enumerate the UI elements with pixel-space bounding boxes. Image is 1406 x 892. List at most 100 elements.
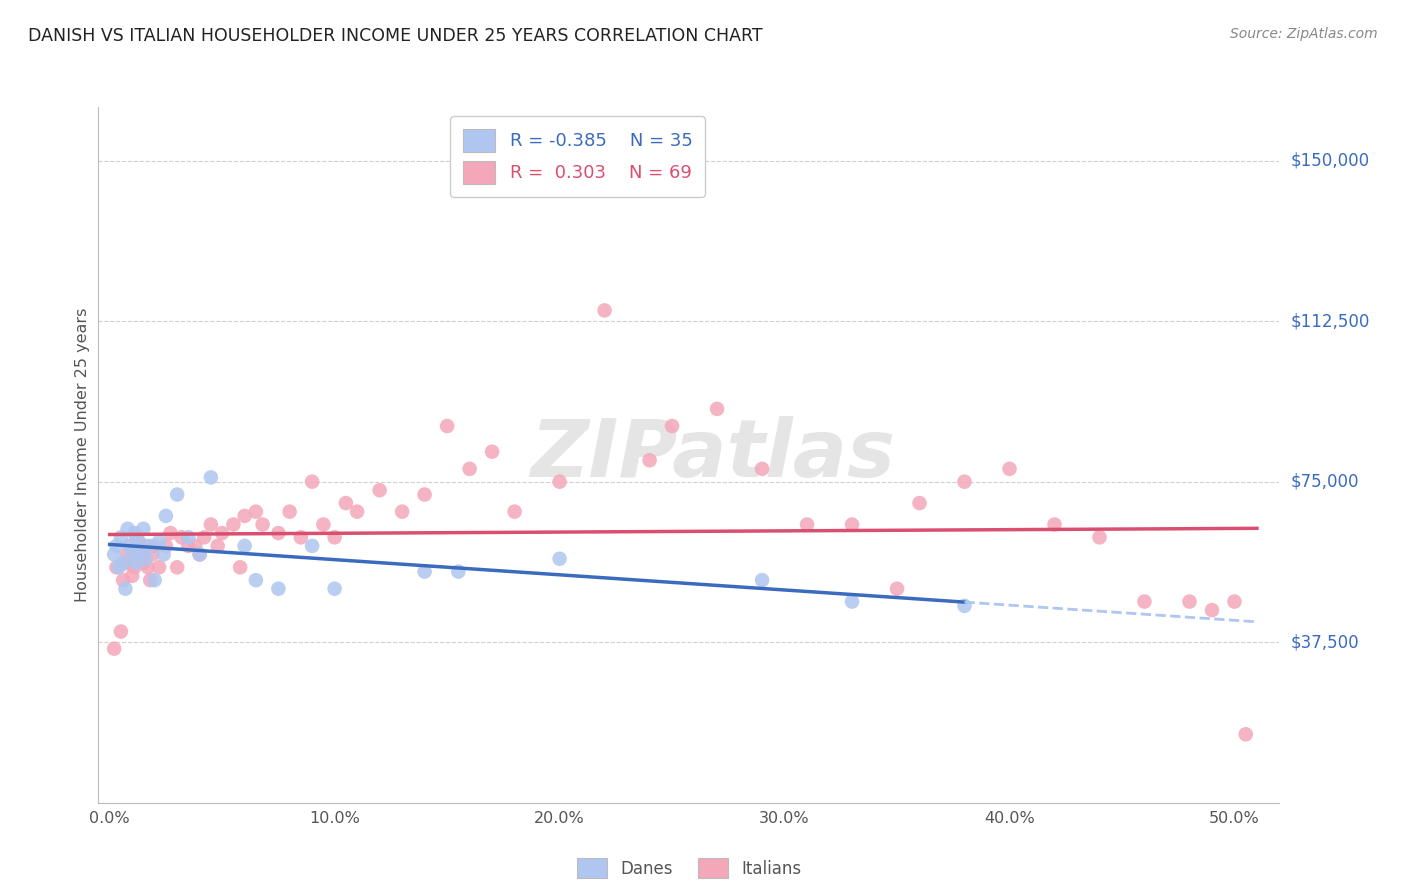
- Point: [796, 517, 818, 532]
- Point: [548, 475, 571, 489]
- Point: [301, 539, 323, 553]
- Point: [323, 530, 346, 544]
- Point: [148, 534, 170, 549]
- Point: [110, 624, 132, 639]
- Point: [267, 582, 290, 596]
- Point: [593, 303, 616, 318]
- Point: [267, 526, 290, 541]
- Point: [1043, 517, 1066, 532]
- Point: [233, 539, 256, 553]
- Point: [139, 573, 162, 587]
- Point: [841, 594, 863, 608]
- Point: [128, 539, 150, 553]
- Point: [105, 539, 128, 553]
- Point: [132, 556, 155, 570]
- Point: [323, 582, 346, 596]
- Point: [103, 548, 125, 562]
- Point: [245, 505, 267, 519]
- Text: $112,500: $112,500: [1291, 312, 1369, 330]
- Point: [229, 560, 252, 574]
- Point: [129, 548, 152, 562]
- Y-axis label: Householder Income Under 25 years: Householder Income Under 25 years: [75, 308, 90, 602]
- Point: [128, 534, 150, 549]
- Point: [170, 530, 193, 544]
- Point: [346, 505, 368, 519]
- Point: [103, 641, 125, 656]
- Point: [193, 530, 215, 544]
- Point: [391, 505, 413, 519]
- Point: [252, 517, 274, 532]
- Point: [661, 419, 683, 434]
- Point: [335, 496, 357, 510]
- Point: [222, 517, 245, 532]
- Point: [112, 556, 135, 570]
- Point: [114, 556, 136, 570]
- Point: [481, 444, 503, 458]
- Text: $37,500: $37,500: [1291, 633, 1360, 651]
- Point: [143, 573, 166, 587]
- Point: [118, 539, 141, 553]
- Point: [139, 539, 162, 553]
- Point: [125, 530, 148, 544]
- Point: [207, 539, 229, 553]
- Text: $150,000: $150,000: [1291, 152, 1369, 169]
- Point: [503, 505, 526, 519]
- Point: [148, 560, 170, 574]
- Text: Source: ZipAtlas.com: Source: ZipAtlas.com: [1230, 27, 1378, 41]
- Point: [136, 560, 159, 574]
- Point: [290, 530, 312, 544]
- Point: [841, 517, 863, 532]
- Point: [998, 462, 1021, 476]
- Point: [135, 539, 157, 553]
- Point: [953, 599, 976, 613]
- Point: [245, 573, 267, 587]
- Point: [368, 483, 391, 498]
- Point: [184, 539, 207, 553]
- Legend: Danes, Italians: Danes, Italians: [569, 851, 808, 885]
- Point: [124, 560, 146, 574]
- Point: [141, 548, 163, 562]
- Point: [1223, 594, 1246, 608]
- Point: [135, 551, 157, 566]
- Point: [413, 565, 436, 579]
- Point: [121, 548, 143, 562]
- Point: [159, 526, 181, 541]
- Point: [200, 517, 222, 532]
- Text: $75,000: $75,000: [1291, 473, 1360, 491]
- Point: [143, 539, 166, 553]
- Point: [114, 582, 136, 596]
- Point: [751, 573, 773, 587]
- Point: [751, 462, 773, 476]
- Point: [112, 573, 135, 587]
- Point: [121, 569, 143, 583]
- Point: [1088, 530, 1111, 544]
- Point: [188, 548, 211, 562]
- Point: [638, 453, 661, 467]
- Text: DANISH VS ITALIAN HOUSEHOLDER INCOME UNDER 25 YEARS CORRELATION CHART: DANISH VS ITALIAN HOUSEHOLDER INCOME UND…: [28, 27, 762, 45]
- Point: [125, 556, 148, 570]
- Point: [107, 560, 129, 574]
- Point: [117, 548, 139, 562]
- Point: [155, 539, 177, 553]
- Point: [166, 560, 188, 574]
- Point: [177, 530, 200, 544]
- Point: [188, 548, 211, 562]
- Point: [548, 551, 571, 566]
- Point: [1201, 603, 1223, 617]
- Point: [177, 539, 200, 553]
- Point: [447, 565, 470, 579]
- Point: [211, 526, 233, 541]
- Point: [1178, 594, 1201, 608]
- Point: [278, 505, 301, 519]
- Point: [458, 462, 481, 476]
- Point: [436, 419, 458, 434]
- Point: [166, 487, 188, 501]
- Point: [953, 475, 976, 489]
- Point: [124, 526, 146, 541]
- Point: [118, 539, 141, 553]
- Point: [117, 522, 139, 536]
- Text: ZIPatlas: ZIPatlas: [530, 416, 896, 494]
- Point: [233, 508, 256, 523]
- Point: [152, 548, 174, 562]
- Point: [301, 475, 323, 489]
